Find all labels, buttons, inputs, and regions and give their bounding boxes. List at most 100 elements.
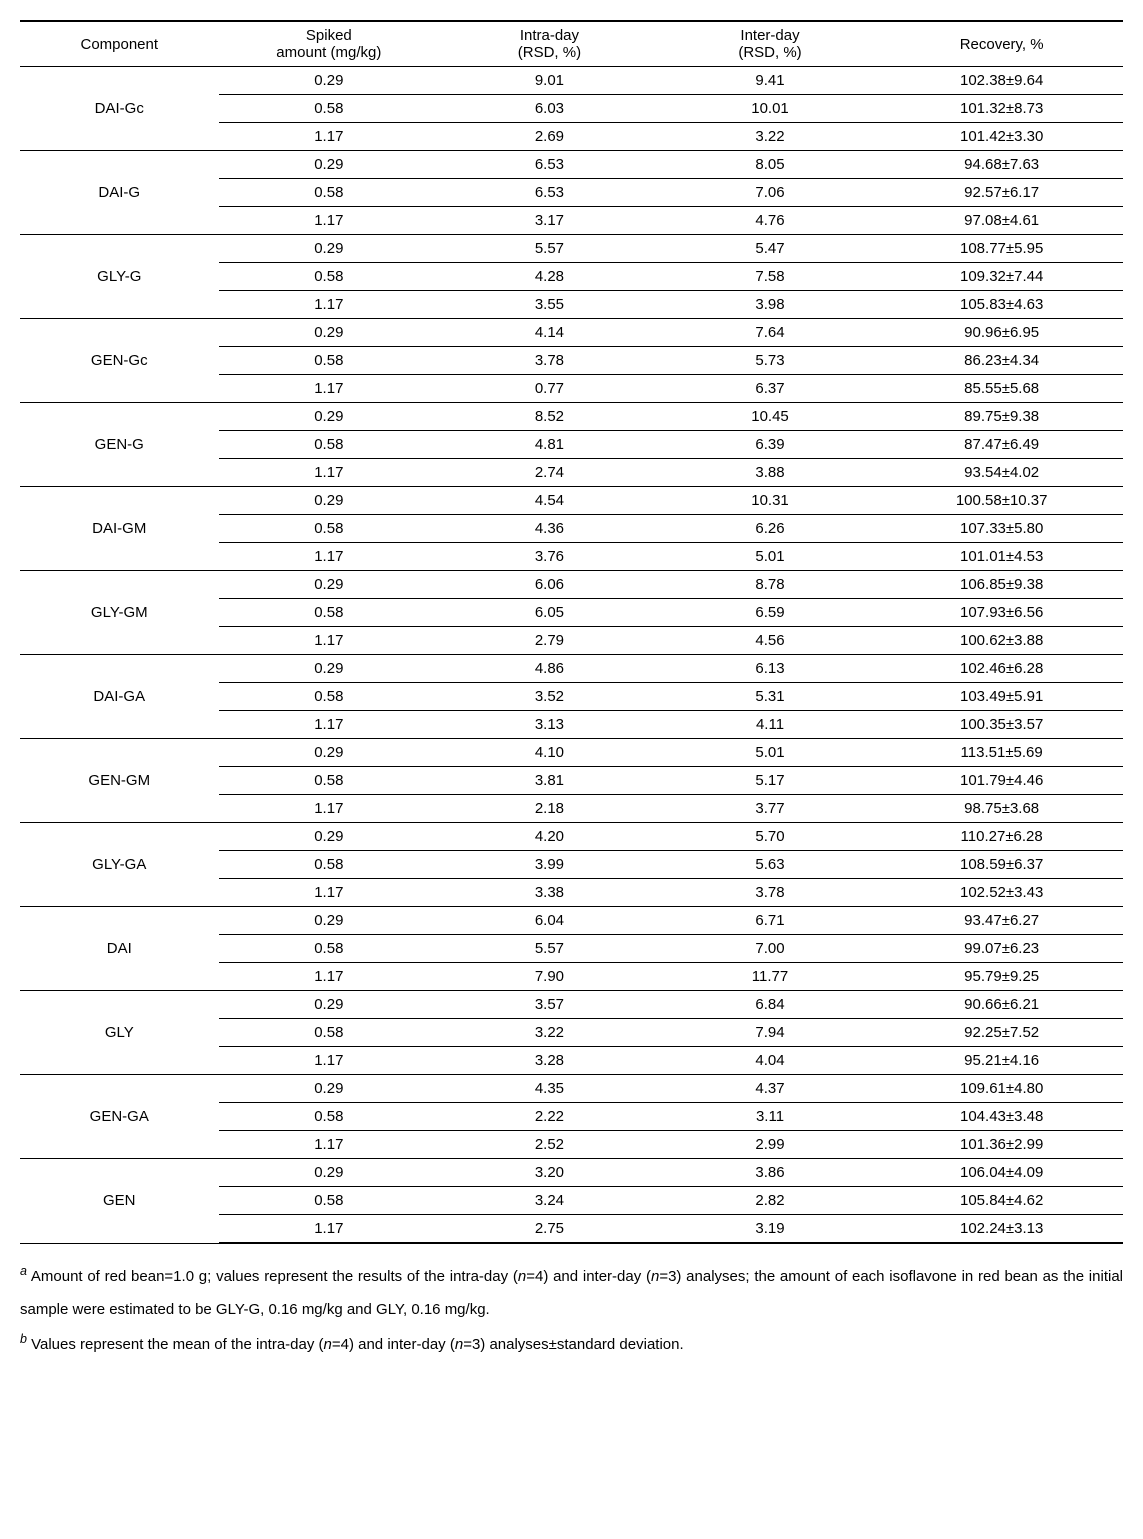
spiked-cell: 0.29: [219, 151, 440, 179]
intra-cell: 3.28: [439, 1047, 660, 1075]
recovery-cell: 109.32±7.44: [880, 263, 1123, 291]
inter-cell: 5.01: [660, 739, 881, 767]
spiked-cell: 0.29: [219, 907, 440, 935]
inter-cell: 6.37: [660, 375, 881, 403]
table-row: DAI0.296.046.7193.47±6.27: [20, 907, 1123, 935]
spiked-cell: 0.29: [219, 1159, 440, 1187]
table-row: DAI-G0.296.538.0594.68±7.63: [20, 151, 1123, 179]
recovery-cell: 92.25±7.52: [880, 1019, 1123, 1047]
inter-cell: 10.45: [660, 403, 881, 431]
inter-cell: 9.41: [660, 67, 881, 95]
spiked-cell: 1.17: [219, 543, 440, 571]
table-row: GLY-G0.295.575.47108.77±5.95: [20, 235, 1123, 263]
recovery-cell: 90.96±6.95: [880, 319, 1123, 347]
inter-cell: 7.58: [660, 263, 881, 291]
inter-cell: 10.31: [660, 487, 881, 515]
recovery-cell: 99.07±6.23: [880, 935, 1123, 963]
col-spiked-l1: Spiked: [306, 27, 352, 44]
inter-cell: 4.11: [660, 711, 881, 739]
intra-cell: 2.74: [439, 459, 660, 487]
component-cell: DAI: [20, 907, 219, 991]
spiked-cell: 0.58: [219, 683, 440, 711]
intra-cell: 2.52: [439, 1131, 660, 1159]
spiked-cell: 0.29: [219, 67, 440, 95]
inter-cell: 4.37: [660, 1075, 881, 1103]
intra-cell: 2.69: [439, 123, 660, 151]
recovery-cell: 95.21±4.16: [880, 1047, 1123, 1075]
intra-cell: 6.03: [439, 95, 660, 123]
precision-recovery-table: Component Spiked amount (mg/kg) Intra-da…: [20, 20, 1123, 1244]
intra-cell: 9.01: [439, 67, 660, 95]
recovery-cell: 107.93±6.56: [880, 599, 1123, 627]
spiked-cell: 0.29: [219, 403, 440, 431]
recovery-cell: 102.52±3.43: [880, 879, 1123, 907]
intra-cell: 3.76: [439, 543, 660, 571]
table-row: GEN-G0.298.5210.4589.75±9.38: [20, 403, 1123, 431]
component-cell: DAI-Gc: [20, 67, 219, 151]
inter-cell: 6.84: [660, 991, 881, 1019]
spiked-cell: 1.17: [219, 1131, 440, 1159]
component-cell: GEN-G: [20, 403, 219, 487]
recovery-cell: 100.35±3.57: [880, 711, 1123, 739]
inter-cell: 3.77: [660, 795, 881, 823]
intra-cell: 3.52: [439, 683, 660, 711]
recovery-cell: 93.47±6.27: [880, 907, 1123, 935]
component-cell: GEN: [20, 1159, 219, 1244]
component-cell: GEN-GM: [20, 739, 219, 823]
footnote-b-marker: b: [20, 1332, 27, 1346]
inter-cell: 8.78: [660, 571, 881, 599]
table-row: GEN-Gc0.294.147.6490.96±6.95: [20, 319, 1123, 347]
component-cell: GLY-GA: [20, 823, 219, 907]
spiked-cell: 1.17: [219, 1215, 440, 1244]
intra-cell: 3.17: [439, 207, 660, 235]
component-cell: GEN-Gc: [20, 319, 219, 403]
inter-cell: 3.19: [660, 1215, 881, 1244]
inter-cell: 5.17: [660, 767, 881, 795]
col-spiked: Spiked amount (mg/kg): [219, 21, 440, 67]
intra-cell: 6.53: [439, 151, 660, 179]
table-row: GLY0.293.576.8490.66±6.21: [20, 991, 1123, 1019]
intra-cell: 4.14: [439, 319, 660, 347]
recovery-cell: 101.01±4.53: [880, 543, 1123, 571]
table-row: GEN-GM0.294.105.01113.51±5.69: [20, 739, 1123, 767]
component-cell: GLY-G: [20, 235, 219, 319]
intra-cell: 5.57: [439, 235, 660, 263]
recovery-cell: 104.43±3.48: [880, 1103, 1123, 1131]
recovery-cell: 89.75±9.38: [880, 403, 1123, 431]
table-row: GEN0.293.203.86106.04±4.09: [20, 1159, 1123, 1187]
inter-cell: 10.01: [660, 95, 881, 123]
col-inter-l1: Inter-day: [740, 27, 799, 44]
recovery-cell: 95.79±9.25: [880, 963, 1123, 991]
spiked-cell: 1.17: [219, 207, 440, 235]
spiked-cell: 0.58: [219, 263, 440, 291]
spiked-cell: 0.58: [219, 599, 440, 627]
col-component: Component: [20, 21, 219, 67]
spiked-cell: 0.58: [219, 1103, 440, 1131]
inter-cell: 6.39: [660, 431, 881, 459]
spiked-cell: 0.29: [219, 1075, 440, 1103]
inter-cell: 5.01: [660, 543, 881, 571]
intra-cell: 7.90: [439, 963, 660, 991]
footnote-b-p3: =3) analyses±standard deviation.: [463, 1336, 683, 1353]
recovery-cell: 102.24±3.13: [880, 1215, 1123, 1244]
inter-cell: 7.00: [660, 935, 881, 963]
recovery-cell: 109.61±4.80: [880, 1075, 1123, 1103]
col-spiked-l2: amount (mg/kg): [276, 44, 381, 61]
intra-cell: 6.06: [439, 571, 660, 599]
recovery-cell: 105.84±4.62: [880, 1187, 1123, 1215]
inter-cell: 2.82: [660, 1187, 881, 1215]
recovery-cell: 100.58±10.37: [880, 487, 1123, 515]
table-body: DAI-Gc0.299.019.41102.38±9.640.586.0310.…: [20, 67, 1123, 1244]
footnote-a-marker: a: [20, 1264, 27, 1278]
inter-cell: 3.86: [660, 1159, 881, 1187]
intra-cell: 4.86: [439, 655, 660, 683]
intra-cell: 5.57: [439, 935, 660, 963]
spiked-cell: 0.58: [219, 179, 440, 207]
table-row: GEN-GA0.294.354.37109.61±4.80: [20, 1075, 1123, 1103]
spiked-cell: 0.29: [219, 655, 440, 683]
component-cell: GEN-GA: [20, 1075, 219, 1159]
spiked-cell: 1.17: [219, 291, 440, 319]
inter-cell: 4.56: [660, 627, 881, 655]
spiked-cell: 0.58: [219, 767, 440, 795]
inter-cell: 5.63: [660, 851, 881, 879]
